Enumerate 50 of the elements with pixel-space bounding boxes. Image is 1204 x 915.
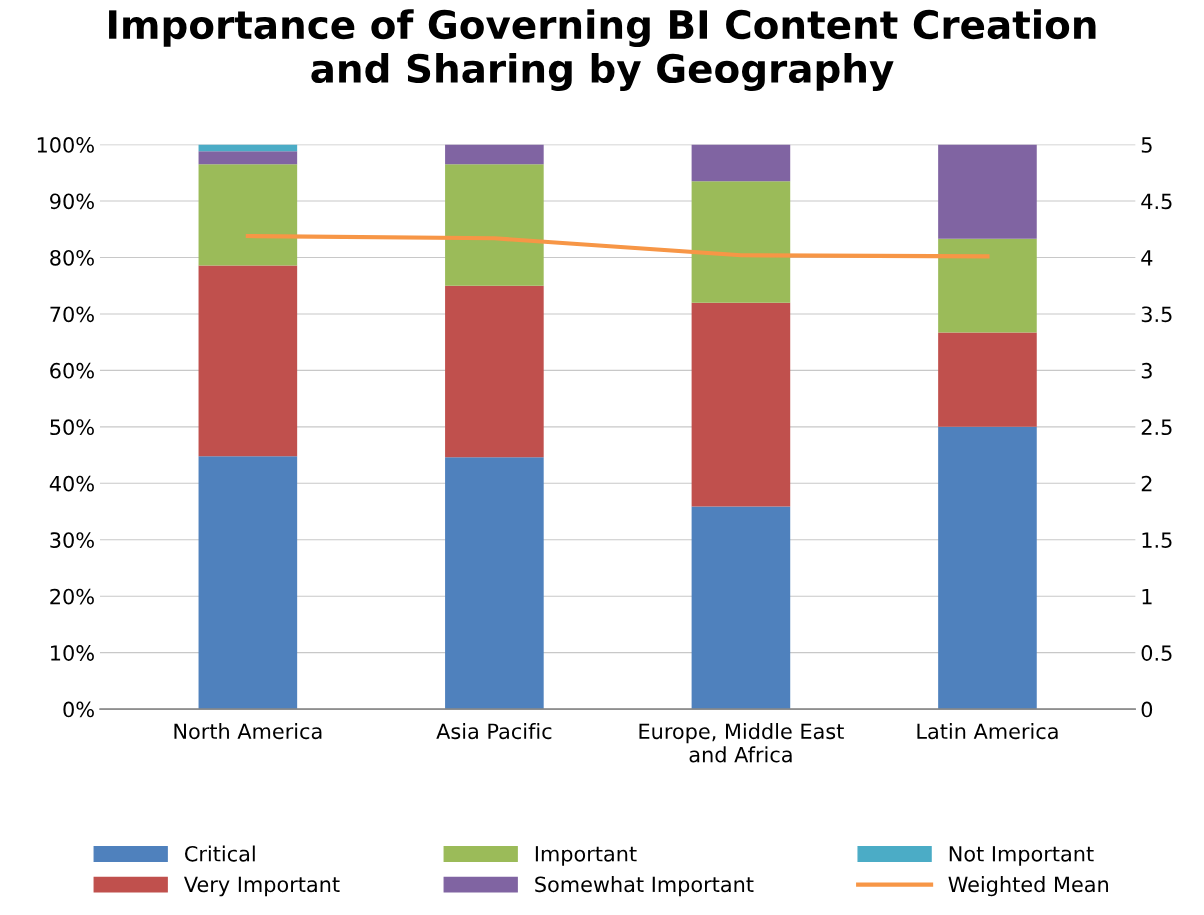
y2-tick-label: 4.5 bbox=[1141, 193, 1172, 210]
bar bbox=[938, 332, 1037, 427]
x-tick-label: Latin America bbox=[917, 723, 1058, 740]
bar bbox=[198, 265, 298, 457]
bar bbox=[691, 181, 791, 303]
bar bbox=[445, 164, 544, 286]
y2-tick-label: 1.5 bbox=[1142, 532, 1172, 548]
bar bbox=[938, 238, 1037, 333]
bar bbox=[691, 302, 791, 507]
x-tick-label: Europe, Middle East and Africa bbox=[639, 723, 844, 763]
bar bbox=[938, 426, 1037, 710]
y-tick-label: 70% bbox=[50, 306, 94, 323]
y2-tick-label: 1 bbox=[1142, 588, 1152, 605]
bar bbox=[938, 144, 1037, 239]
x-tick-label: Asia Pacific bbox=[436, 723, 552, 740]
y2-tick-label: 3.5 bbox=[1141, 306, 1172, 323]
bar bbox=[445, 285, 544, 458]
y-tick-label: 60% bbox=[50, 362, 94, 379]
legend-label: Critical bbox=[185, 845, 255, 862]
y2-tick-label: 2.5 bbox=[1141, 419, 1172, 436]
y-tick-label: 20% bbox=[50, 588, 94, 605]
bar bbox=[198, 151, 298, 165]
line-series bbox=[245, 233, 990, 259]
bar bbox=[691, 506, 791, 710]
y-tick-label: 100% bbox=[37, 137, 94, 153]
y-tick-label: 0% bbox=[63, 701, 94, 718]
bar bbox=[198, 164, 298, 266]
y-tick-label: 90% bbox=[50, 193, 94, 210]
y2-tick-label: 2 bbox=[1141, 475, 1152, 492]
y2-tick-label: 3 bbox=[1141, 362, 1152, 379]
legend-label: Somewhat Important bbox=[535, 876, 754, 897]
bar bbox=[445, 144, 544, 165]
y2-tick-label: 0.5 bbox=[1141, 645, 1172, 661]
bar bbox=[445, 457, 544, 710]
y2-tick-label: 4 bbox=[1141, 250, 1153, 266]
y-tick-label: 30% bbox=[50, 532, 94, 548]
bar bbox=[198, 456, 298, 710]
y2-tick-label: 0 bbox=[1141, 701, 1153, 718]
y-tick-label: 40% bbox=[49, 475, 94, 492]
y-tick-label: 50% bbox=[50, 419, 94, 436]
y-tick-label: 10% bbox=[51, 645, 94, 661]
legend-label: Important bbox=[535, 846, 637, 866]
bar bbox=[691, 144, 791, 182]
legend-label: Weighted Mean bbox=[948, 876, 1108, 897]
y-tick-label: 80% bbox=[50, 249, 94, 266]
legend-label: Not Important bbox=[949, 846, 1094, 866]
chart-title: Importance of Governing BI Content Creation and Sharing by Geography bbox=[109, 9, 1096, 91]
legend-label: Very Important bbox=[183, 876, 340, 897]
y2-tick-label: 5 bbox=[1141, 137, 1152, 153]
x-tick-label: North America bbox=[174, 723, 322, 740]
